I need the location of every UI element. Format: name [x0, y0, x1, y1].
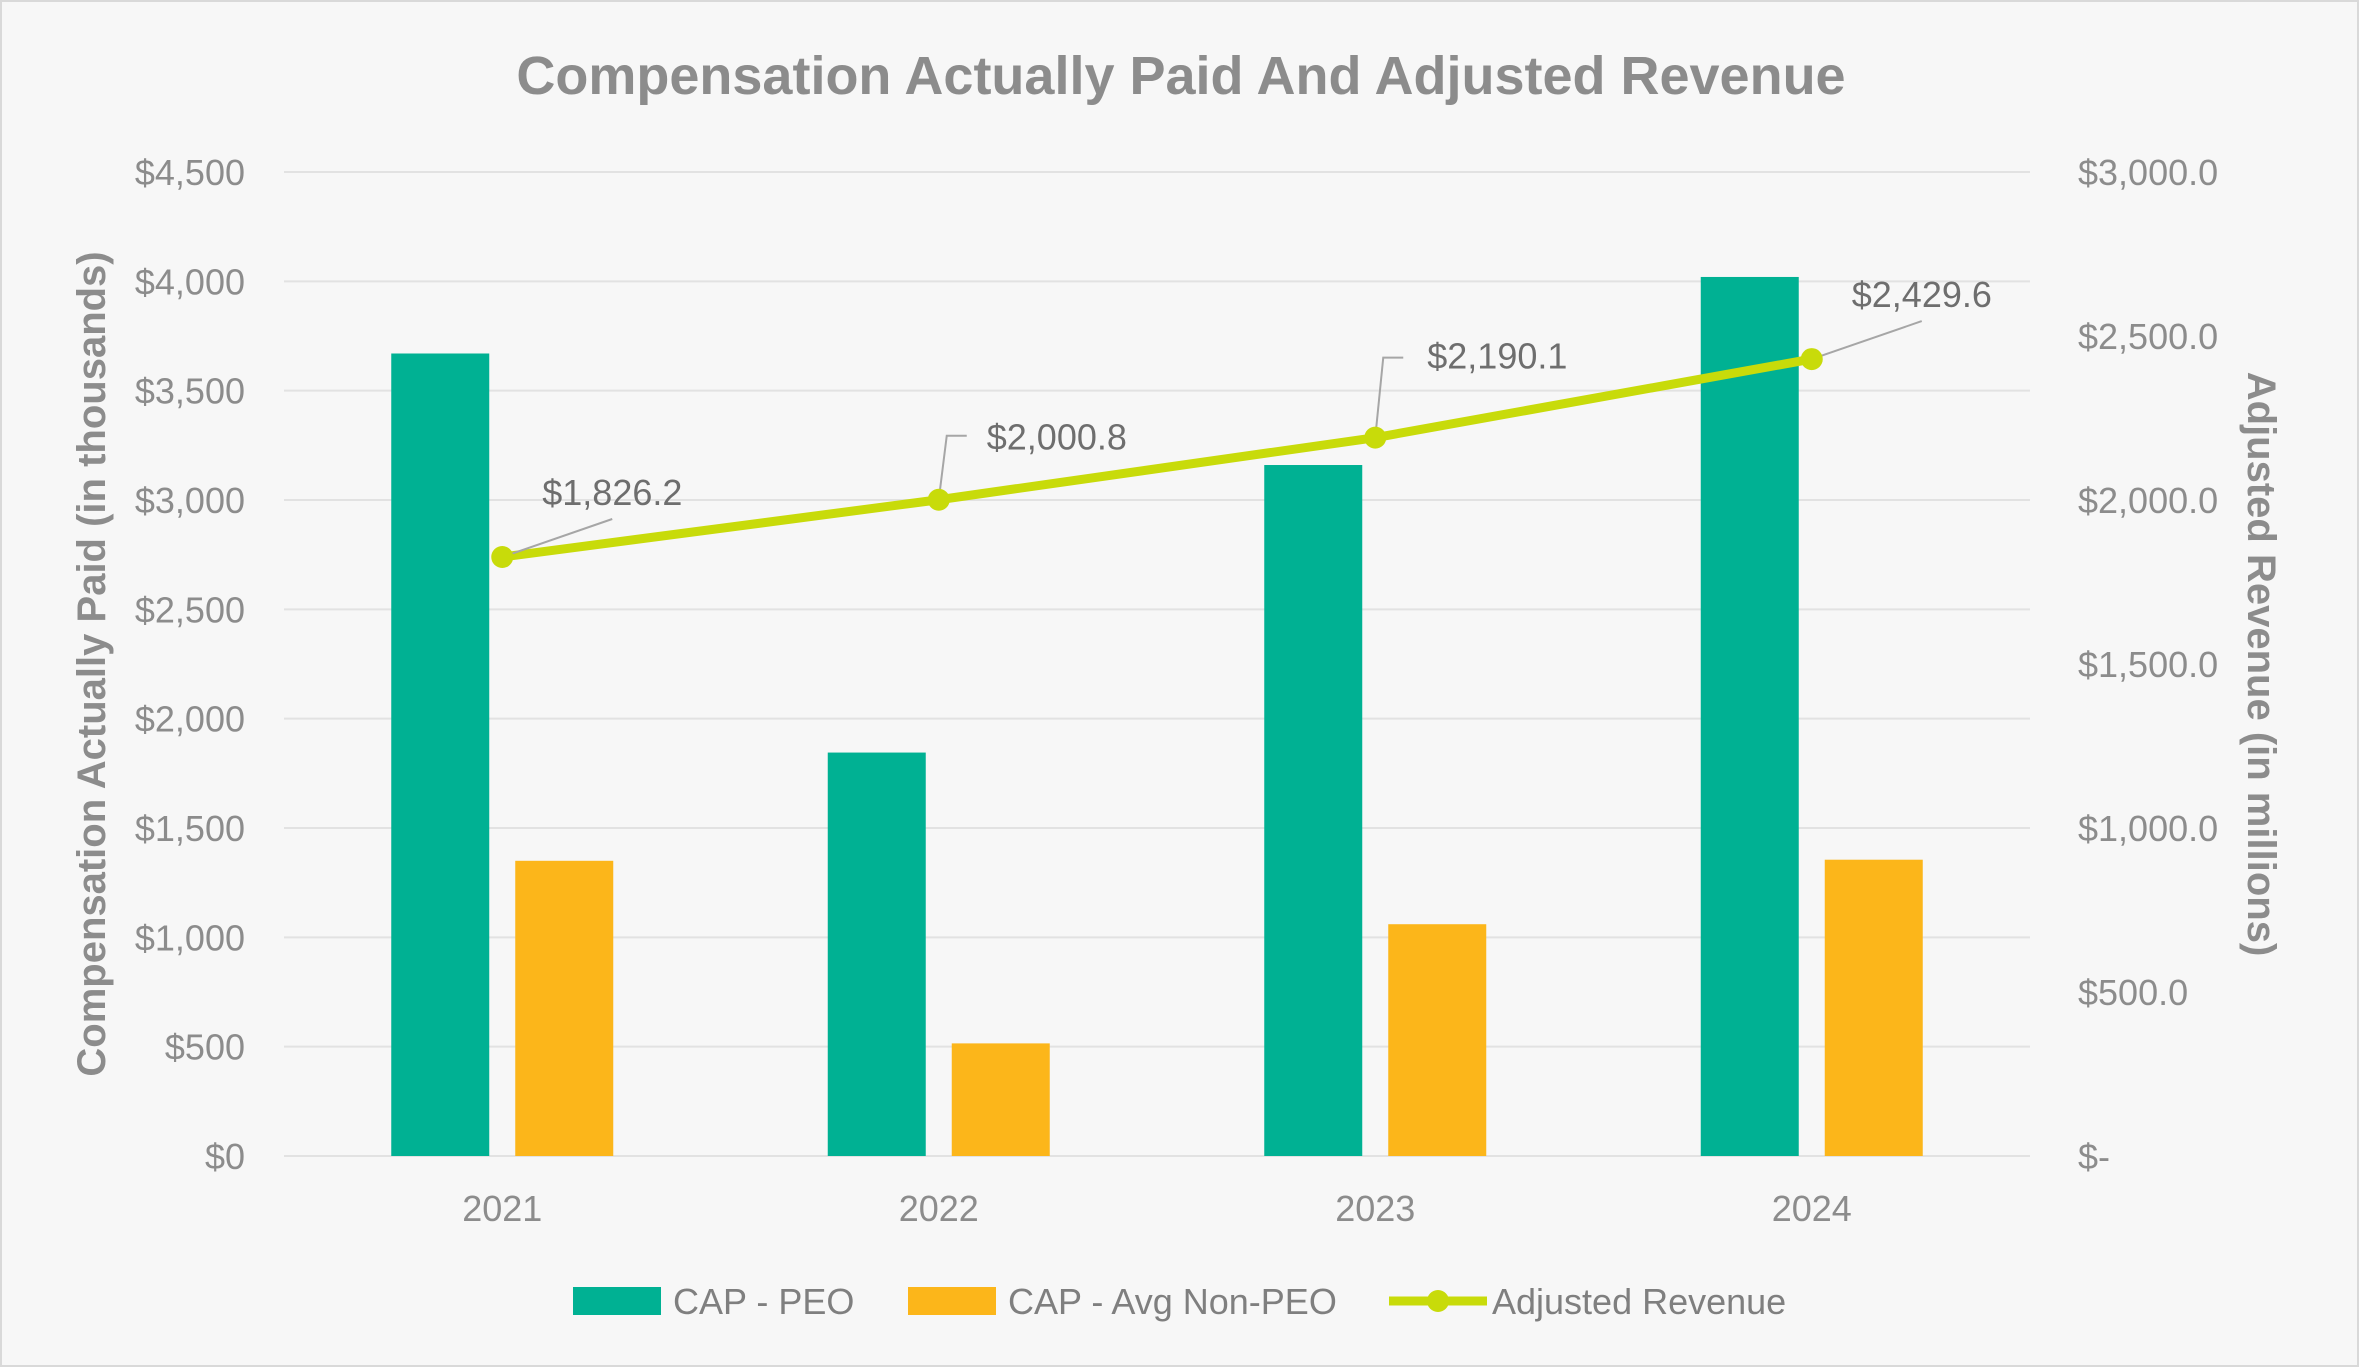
y-tick-label: $3,000 — [135, 480, 245, 521]
data-label-adjusted-revenue: $2,429.6 — [1852, 274, 1992, 315]
x-tick-label: 2021 — [462, 1188, 542, 1229]
y-axis-left-title: Compensation Actually Paid (in thousands… — [70, 251, 114, 1076]
y-tick-label: $4,000 — [135, 261, 245, 302]
x-tick-label: 2024 — [1772, 1188, 1852, 1229]
y-tick-label: $500 — [165, 1027, 245, 1068]
line-adjusted-revenue — [497, 354, 1817, 562]
y-tick-label: $1,000 — [135, 917, 245, 958]
y2-tick-label: $1,500.0 — [2078, 644, 2218, 685]
bar-cap-avg-non-peo — [1824, 859, 1923, 1156]
y-tick-label: $2,000 — [135, 699, 245, 740]
y2-tick-label: $500.0 — [2078, 972, 2188, 1013]
bar-cap-peo — [391, 353, 490, 1156]
bar-cap-peo — [827, 752, 926, 1156]
y-tick-label: $1,500 — [135, 808, 245, 849]
line-series: $1,826.2 $2,000.8 $2,190.1 $2,429.6 — [491, 274, 1992, 569]
x-tick-label: 2022 — [899, 1188, 979, 1229]
y-tick-label: $0 — [205, 1136, 245, 1177]
legend-marker-adjusted-revenue — [1427, 1290, 1449, 1312]
data-label-leader — [937, 434, 967, 500]
y-tick-label: $2,500 — [135, 589, 245, 630]
data-label-adjusted-revenue: $1,826.2 — [542, 472, 682, 513]
point-adjusted-revenue — [927, 488, 950, 511]
y-tick-label: $3,500 — [135, 371, 245, 412]
x-tick-label: 2023 — [1335, 1188, 1415, 1229]
data-label-adjusted-revenue: $2,190.1 — [1427, 336, 1567, 377]
point-adjusted-revenue — [491, 546, 514, 569]
bar-series — [391, 276, 1923, 1157]
y2-tick-label: $1,000.0 — [2078, 808, 2218, 849]
data-label-adjusted-revenue: $2,000.8 — [987, 417, 1127, 458]
x-axis: 2021 2022 2023 2024 — [462, 1188, 1852, 1229]
point-adjusted-revenue — [1364, 426, 1387, 449]
bar-cap-peo — [1700, 276, 1799, 1157]
legend-label-cap-peo: CAP - PEO — [673, 1281, 854, 1322]
bar-cap-avg-non-peo — [1388, 924, 1487, 1156]
legend-label-adjusted-revenue: Adjusted Revenue — [1492, 1281, 1786, 1322]
legend-swatch-cap-peo — [573, 1287, 661, 1315]
legend-label-cap-avg-non-peo: CAP - Avg Non-PEO — [1008, 1281, 1337, 1322]
legend-swatch-cap-avg-non-peo — [908, 1287, 996, 1315]
y-axis-left: $0 $500 $1,000 $1,500 $2,000 $2,500 $3,000 $3,5… — [135, 152, 245, 1177]
bar-cap-peo — [1264, 465, 1363, 1157]
y2-tick-label: $3,000.0 — [2078, 152, 2218, 193]
data-label-leader — [501, 518, 613, 558]
y-tick-label: $4,500 — [135, 152, 245, 193]
bar-cap-avg-non-peo — [515, 860, 614, 1156]
legend: CAP - PEO CAP - Avg Non-PEO Adjusted Reven… — [573, 1281, 1786, 1322]
data-label-leader — [1374, 356, 1404, 438]
y-axis-right-title: Adjusted Revenue (in millions) — [2239, 372, 2283, 957]
y2-tick-label: $- — [2078, 1136, 2110, 1177]
y2-tick-label: $2,000.0 — [2078, 480, 2218, 521]
chart-title: Compensation Actually Paid And Adjusted … — [516, 46, 1845, 106]
point-adjusted-revenue — [1800, 348, 1823, 371]
y2-tick-label: $2,500.0 — [2078, 316, 2218, 357]
data-label-leader — [1811, 320, 1923, 361]
bar-cap-avg-non-peo — [951, 1043, 1050, 1156]
y-axis-right: $- $500.0 $1,000.0 $1,500.0 $2,000.0 $2,500.0… — [2078, 152, 2218, 1177]
